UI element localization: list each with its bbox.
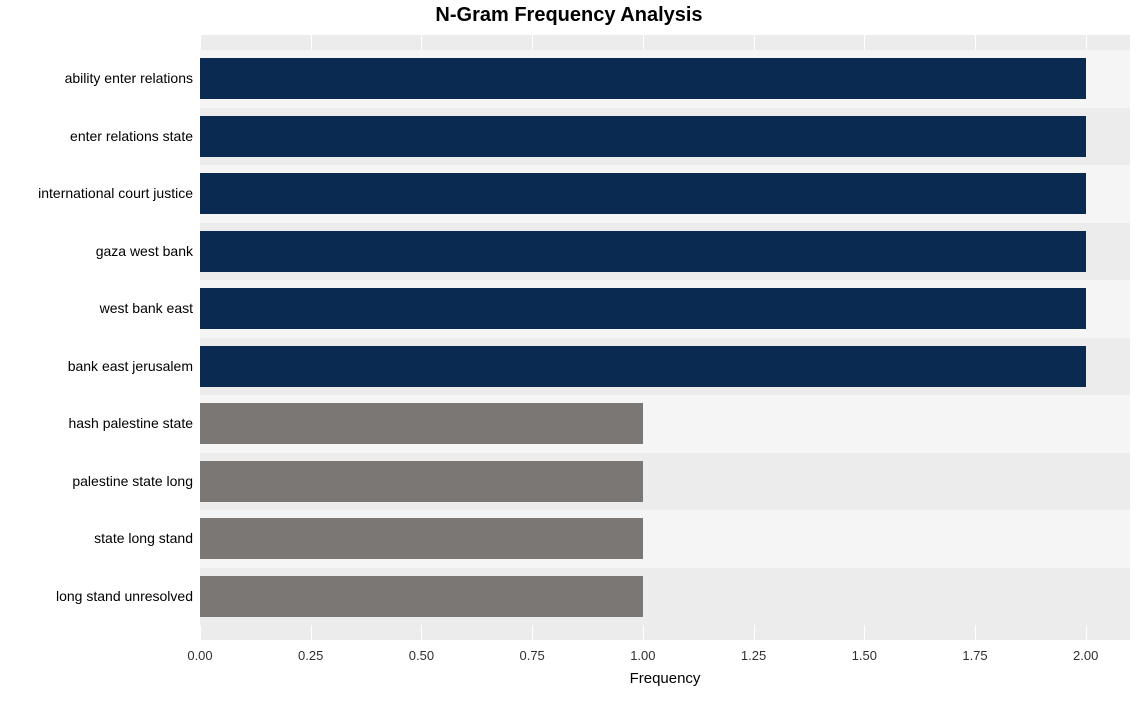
- bar: [200, 288, 1086, 329]
- bar: [200, 403, 643, 444]
- y-tick-label: state long stand: [3, 510, 193, 568]
- y-tick-label: west bank east: [3, 280, 193, 338]
- x-tick-label: 0.75: [502, 648, 562, 663]
- plot-area: [200, 35, 1130, 640]
- x-tick-label: 0.25: [281, 648, 341, 663]
- x-axis-label: Frequency: [200, 670, 1130, 687]
- y-tick-label: ability enter relations: [3, 50, 193, 108]
- chart-title: N-Gram Frequency Analysis: [0, 4, 1138, 27]
- x-tick-label: 1.50: [834, 648, 894, 663]
- bar: [200, 461, 643, 502]
- y-tick-label: bank east jerusalem: [3, 338, 193, 396]
- bar: [200, 576, 643, 617]
- bar: [200, 518, 643, 559]
- bar: [200, 116, 1086, 157]
- bar: [200, 58, 1086, 99]
- y-tick-label: gaza west bank: [3, 223, 193, 281]
- bar: [200, 173, 1086, 214]
- y-tick-label: palestine state long: [3, 453, 193, 511]
- x-tick-label: 0.50: [391, 648, 451, 663]
- x-tick-label: 1.75: [945, 648, 1005, 663]
- y-tick-label: enter relations state: [3, 108, 193, 166]
- x-tick-label: 0.00: [170, 648, 230, 663]
- bar: [200, 231, 1086, 272]
- bar: [200, 346, 1086, 387]
- x-tick-label: 2.00: [1056, 648, 1116, 663]
- x-tick-label: 1.25: [724, 648, 784, 663]
- y-tick-label: long stand unresolved: [3, 568, 193, 626]
- chart-container: N-Gram Frequency Analysis ability enter …: [0, 0, 1138, 701]
- y-tick-label: hash palestine state: [3, 395, 193, 453]
- x-tick-label: 1.00: [613, 648, 673, 663]
- y-tick-label: international court justice: [3, 165, 193, 223]
